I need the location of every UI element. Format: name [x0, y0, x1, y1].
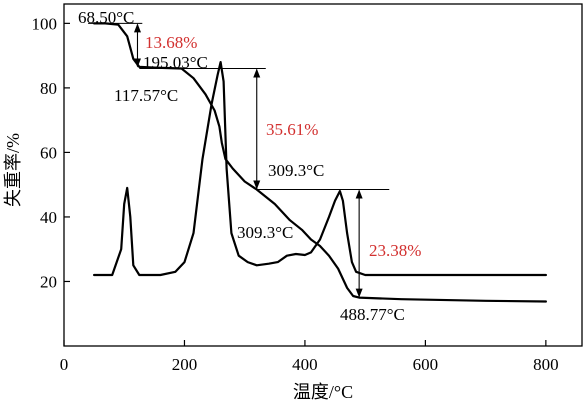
loss-arrows [133, 23, 363, 298]
annotation-117-57c: 117.57°C [114, 86, 178, 105]
x-axis-title: 温度/°C [293, 382, 353, 402]
annotation-loss-35-61: 35.61% [266, 120, 318, 139]
loss-arrowhead-bottom-2 [253, 180, 261, 190]
y-axis-title: 失重率/% [3, 133, 23, 207]
x-tick-label-400: 400 [292, 355, 318, 374]
x-tick-label-600: 600 [413, 355, 439, 374]
y-tick-label-100: 100 [32, 14, 58, 33]
x-tick-label-0: 0 [60, 355, 69, 374]
curves [93, 22, 547, 303]
y-tick-label-20: 20 [40, 272, 57, 291]
loss-arrowhead-top-2 [253, 68, 261, 78]
loss-arrowhead-top-3 [355, 189, 363, 199]
annotation-309-3c-upper: 309.3°C [268, 161, 324, 180]
dtg-curve [93, 61, 547, 277]
annotation-loss-23-38: 23.38% [369, 241, 421, 260]
annotation-68-50c: 68.50°C [78, 8, 134, 27]
loss-arrowhead-bottom-3 [355, 288, 363, 298]
y-tick-label-60: 60 [40, 143, 57, 162]
x-tick-label-800: 800 [533, 355, 559, 374]
annotation-488-77c: 488.77°C [340, 305, 405, 324]
y-tick-label-40: 40 [40, 208, 57, 227]
tg-curve [93, 22, 547, 303]
reference-lines [88, 22, 390, 191]
annotation-195-03c: 195.03°C [143, 53, 208, 72]
plot-frame [63, 3, 583, 347]
x-tick-label-200: 200 [172, 355, 198, 374]
annotation-309-3c-lower: 309.3°C [237, 223, 293, 242]
loss-arrowhead-bottom-1 [133, 58, 141, 68]
annotation-loss-13-68: 13.68% [145, 33, 197, 52]
loss-arrowhead-top-1 [133, 23, 141, 33]
y-tick-label-80: 80 [40, 79, 57, 98]
axis-ticks: 0 200 400 600 800 20 40 60 80 100 [32, 14, 559, 374]
